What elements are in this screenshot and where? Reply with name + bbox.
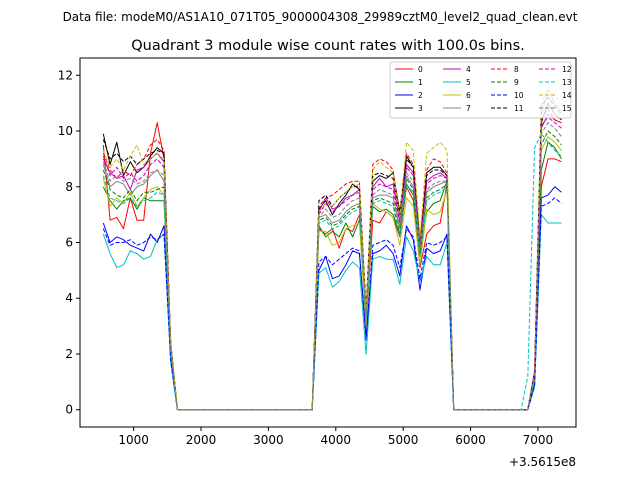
y-axis: 0 2 4 6 8 10 12	[58, 68, 80, 417]
x-tick-label: 4000	[321, 433, 352, 447]
y-tick-label: 8	[65, 180, 73, 194]
x-tick-label: 5000	[388, 433, 419, 447]
legend-label: 15	[562, 104, 572, 113]
legend-box	[389, 61, 572, 119]
legend-item-11: 11	[491, 104, 524, 113]
chart-title: Quadrant 3 module wise count rates with …	[131, 38, 525, 54]
x-tick-label: 6000	[455, 433, 486, 447]
legend-item-9: 9	[491, 78, 519, 87]
x-tick-label: 3000	[253, 433, 284, 447]
y-tick-label: 2	[65, 347, 73, 361]
legend-label: 13	[562, 78, 572, 87]
legend-label: 12	[562, 65, 572, 74]
legend-item-7: 7	[443, 104, 471, 113]
legend-label: 9	[514, 78, 519, 87]
plot-area	[79, 57, 577, 428]
legend-item-3: 3	[395, 104, 423, 113]
x-tick-label: 1000	[118, 433, 149, 447]
y-tick-label: 10	[58, 124, 73, 138]
legend-item-8: 8	[491, 65, 519, 74]
series-layer	[102, 88, 562, 411]
y-tick-label: 6	[65, 236, 73, 250]
x-tick-label: 2000	[186, 433, 217, 447]
legend-item-2: 2	[395, 91, 423, 100]
legend-label: 11	[514, 104, 524, 113]
legend-label: 4	[466, 65, 471, 74]
legend-label: 10	[514, 91, 524, 100]
y-tick-label: 0	[65, 403, 73, 417]
x-axis-offset-label: +3.5615e8	[509, 455, 576, 469]
series-line-15	[102, 122, 562, 411]
figure-suptitle: Data file: modeM0/AS1A10_071T05_90000043…	[63, 10, 578, 24]
legend-label: 14	[562, 91, 572, 100]
legend-label: 2	[418, 91, 423, 100]
legend-label: 0	[418, 65, 423, 74]
x-axis: 1000 2000 3000 4000 5000 6000 7000	[118, 427, 553, 447]
legend-item-12: 12	[539, 65, 572, 74]
legend-item-4: 4	[443, 65, 471, 74]
plot-background	[80, 58, 576, 427]
legend-item-0: 0	[395, 65, 423, 74]
legend-label: 6	[466, 91, 471, 100]
legend-label: 1	[418, 78, 423, 87]
y-tick-label: 4	[65, 291, 73, 305]
legend-label: 5	[466, 78, 471, 87]
legend-label: 3	[418, 104, 423, 113]
legend-item-5: 5	[443, 78, 471, 87]
legend-item-1: 1	[395, 78, 423, 87]
legend-label: 7	[466, 104, 471, 113]
x-tick-label: 7000	[523, 433, 554, 447]
legend-item-15: 15	[539, 104, 572, 113]
legend-label: 8	[514, 65, 519, 74]
legend-item-6: 6	[443, 91, 471, 100]
y-tick-label: 12	[58, 68, 73, 82]
legend-item-13: 13	[539, 78, 572, 87]
legend-item-14: 14	[539, 91, 572, 100]
legend-item-10: 10	[491, 91, 524, 100]
